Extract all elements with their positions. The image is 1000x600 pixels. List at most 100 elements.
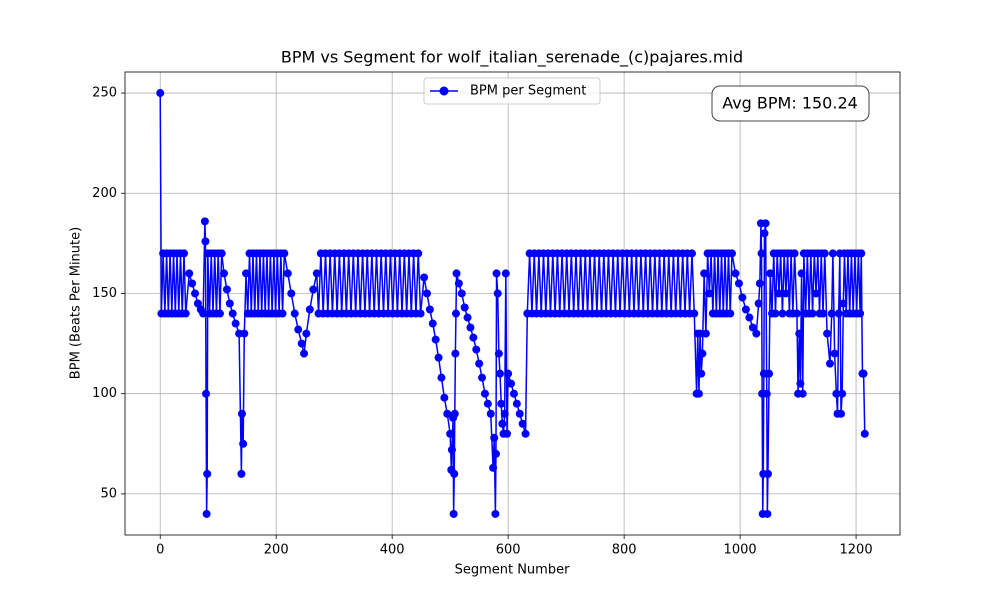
marker xyxy=(754,299,763,308)
marker xyxy=(449,509,458,518)
annotation-box xyxy=(711,85,870,122)
y-tick-label: 200 xyxy=(92,186,117,201)
marker xyxy=(466,323,475,332)
marker xyxy=(694,389,703,398)
marker xyxy=(294,325,303,334)
x-tick-label: 600 xyxy=(496,543,521,558)
marker xyxy=(700,269,709,278)
marker xyxy=(228,309,237,318)
marker xyxy=(202,509,211,518)
marker xyxy=(225,299,234,308)
marker xyxy=(762,389,771,398)
marker xyxy=(727,249,736,258)
marker xyxy=(283,269,292,278)
marker xyxy=(290,309,299,318)
marker xyxy=(422,289,431,298)
marker xyxy=(741,305,750,314)
marker xyxy=(452,269,461,278)
marker xyxy=(830,349,839,358)
marker xyxy=(812,289,821,298)
marker xyxy=(760,229,769,238)
marker xyxy=(705,289,714,298)
x-tick-label: 1200 xyxy=(840,543,873,558)
annotation: Avg BPM: 150.24 xyxy=(722,94,858,113)
marker xyxy=(222,285,231,294)
marker xyxy=(501,269,510,278)
x-tick-label: 800 xyxy=(612,543,637,558)
marker xyxy=(202,389,211,398)
marker xyxy=(521,429,530,438)
x-tick-label: 200 xyxy=(264,543,289,558)
marker xyxy=(726,309,735,318)
marker xyxy=(181,309,190,318)
marker xyxy=(796,379,805,388)
marker xyxy=(457,289,466,298)
marker xyxy=(792,309,801,318)
marker xyxy=(217,249,226,258)
marker xyxy=(199,309,208,318)
x-tick-label: 400 xyxy=(380,543,405,558)
marker xyxy=(494,349,503,358)
marker xyxy=(512,399,521,408)
marker xyxy=(483,399,492,408)
marker xyxy=(823,329,832,338)
marker xyxy=(838,389,847,398)
marker xyxy=(280,249,289,258)
marker xyxy=(450,469,459,478)
marker xyxy=(220,269,229,278)
marker xyxy=(312,269,321,278)
marker xyxy=(832,389,841,398)
legend-box xyxy=(423,77,601,105)
marker xyxy=(240,329,249,338)
marker xyxy=(469,333,478,342)
marker xyxy=(834,309,843,318)
marker xyxy=(497,399,506,408)
marker xyxy=(305,305,314,314)
y-tick-label: 50 xyxy=(100,486,117,501)
marker xyxy=(766,269,775,278)
y-tick-label: 150 xyxy=(92,286,117,301)
plot-frame xyxy=(124,71,901,536)
marker xyxy=(504,369,513,378)
x-tick-label: 1000 xyxy=(724,543,757,558)
legend-label: BPM per Segment xyxy=(470,84,586,99)
marker xyxy=(820,249,829,258)
marker xyxy=(278,309,287,318)
marker xyxy=(771,309,780,318)
marker xyxy=(447,445,456,454)
marker xyxy=(738,293,747,302)
marker xyxy=(490,433,499,442)
marker xyxy=(507,379,516,388)
y-tick-label: 250 xyxy=(92,86,117,101)
marker xyxy=(478,373,487,382)
y-tick-label: 100 xyxy=(92,386,117,401)
marker xyxy=(518,419,527,428)
marker xyxy=(698,349,707,358)
marker xyxy=(825,359,834,368)
marker xyxy=(734,279,743,288)
marker xyxy=(696,329,705,338)
marker xyxy=(781,289,790,298)
legend-marker xyxy=(439,86,449,96)
marker xyxy=(431,335,440,344)
marker xyxy=(180,249,189,258)
marker xyxy=(460,303,469,312)
marker xyxy=(493,289,502,298)
marker xyxy=(808,309,817,318)
marker xyxy=(237,409,246,418)
legend: BPM per Segment xyxy=(423,77,601,105)
marker xyxy=(420,273,429,282)
marker xyxy=(185,269,194,278)
marker xyxy=(480,389,489,398)
marker xyxy=(755,279,764,288)
marker xyxy=(188,279,197,288)
marker xyxy=(774,289,783,298)
marker xyxy=(486,409,495,418)
marker xyxy=(446,429,455,438)
marker xyxy=(509,389,518,398)
marker xyxy=(763,509,772,518)
marker xyxy=(463,313,472,322)
marker xyxy=(437,373,446,382)
marker xyxy=(778,309,787,318)
